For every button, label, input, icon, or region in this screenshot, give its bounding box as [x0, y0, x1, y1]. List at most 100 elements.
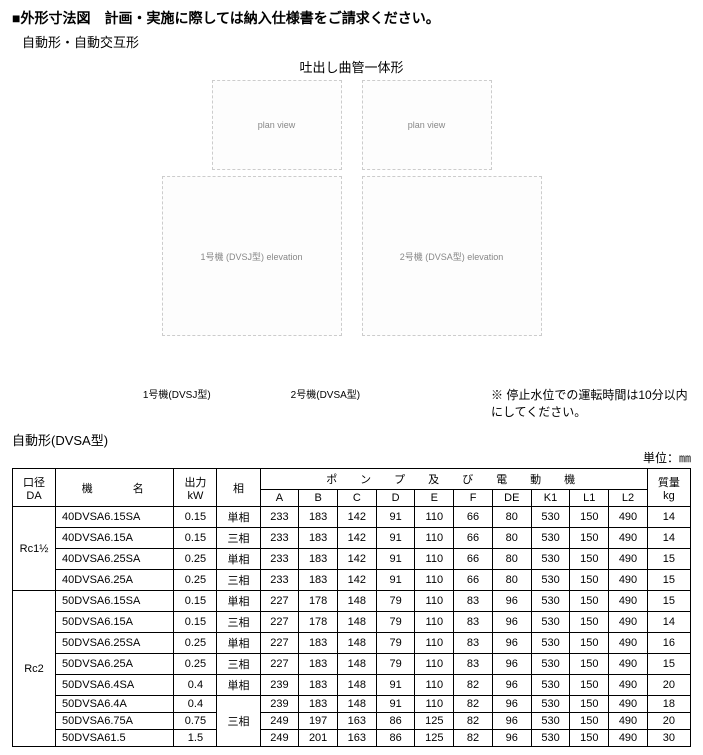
cell-dim-B: 201: [299, 730, 338, 747]
cell-dim-C: 163: [337, 730, 376, 747]
cell-dim-C: 142: [337, 528, 376, 549]
page-subtitle: 自動形・自動交互形: [22, 32, 691, 51]
th-group: ポ ン プ 及 び 電 動 機: [260, 469, 647, 490]
th-da: 口径 DA: [13, 469, 56, 507]
cell-dim-DE: 96: [492, 633, 531, 654]
cell-dim-D: 86: [376, 713, 415, 730]
cell-dim-DE: 96: [492, 696, 531, 713]
cell-dim-F: 82: [454, 675, 493, 696]
cell-dim-F: 83: [454, 654, 493, 675]
cell-dim-E: 110: [415, 591, 454, 612]
cell-dim-F: 83: [454, 633, 493, 654]
cell-dim-K1: 530: [531, 696, 570, 713]
cell-phase: 三相: [217, 570, 260, 591]
cell-dim-E: 125: [415, 730, 454, 747]
cell-dim-E: 110: [415, 528, 454, 549]
cell-dim-B: 183: [299, 549, 338, 570]
cell-dim-L2: 490: [609, 654, 648, 675]
cell-dim-C: 148: [337, 696, 376, 713]
cell-dim-A: 233: [260, 570, 299, 591]
table-row: 50DVSA6.15A0.15三相22717814879110839653015…: [13, 612, 691, 633]
cell-dim-L2: 490: [609, 612, 648, 633]
table-model-heading: 自動形(DVSA型): [12, 430, 691, 449]
th-dim-F: F: [454, 490, 493, 507]
cell-dim-K1: 530: [531, 730, 570, 747]
cell-dim-DE: 80: [492, 528, 531, 549]
cell-phase: 単相: [217, 507, 260, 528]
cell-dim-L2: 490: [609, 570, 648, 591]
cell-dim-L2: 490: [609, 528, 648, 549]
cell-dim-L2: 490: [609, 549, 648, 570]
table-row: 50DVSA6.75A0.752491971638612582965301504…: [13, 713, 691, 730]
cell-dim-B: 183: [299, 507, 338, 528]
cell-dim-DE: 80: [492, 549, 531, 570]
cell-da: Rc2: [13, 591, 56, 747]
cell-dim-A: 249: [260, 730, 299, 747]
th-dim-A: A: [260, 490, 299, 507]
cell-dim-C: 148: [337, 675, 376, 696]
cell-kg: 20: [647, 675, 690, 696]
cell-kg: 20: [647, 713, 690, 730]
cell-dim-B: 183: [299, 570, 338, 591]
cell-dim-C: 148: [337, 654, 376, 675]
cell-dim-D: 79: [376, 654, 415, 675]
cell-dim-F: 83: [454, 612, 493, 633]
cell-dim-F: 82: [454, 713, 493, 730]
th-kg: 質量 kg: [647, 469, 690, 507]
cell-dim-B: 183: [299, 633, 338, 654]
cell-dim-B: 197: [299, 713, 338, 730]
diagram-elevation-left: 1号機 (DVSJ型) elevation: [162, 176, 342, 336]
cell-dim-C: 142: [337, 549, 376, 570]
cell-dim-E: 110: [415, 612, 454, 633]
cell-da: Rc1½: [13, 507, 56, 591]
cell-kw: 0.25: [174, 654, 217, 675]
cell-dim-F: 66: [454, 528, 493, 549]
diagram-plan-left: plan view: [212, 80, 342, 170]
th-dim-L1: L1: [570, 490, 609, 507]
cell-dim-K1: 530: [531, 570, 570, 591]
cell-kg: 16: [647, 633, 690, 654]
cell-dim-B: 178: [299, 591, 338, 612]
th-dim-K1: K1: [531, 490, 570, 507]
diagram-elevation-right: 2号機 (DVSA型) elevation: [362, 176, 542, 336]
cell-kg: 14: [647, 612, 690, 633]
cell-kw: 0.15: [174, 591, 217, 612]
cell-dim-L2: 490: [609, 696, 648, 713]
cell-dim-DE: 96: [492, 675, 531, 696]
table-row: 50DVSA6.4SA0.4単相239183148911108296530150…: [13, 675, 691, 696]
cell-model-name: 50DVSA61.5: [56, 730, 174, 747]
cell-dim-DE: 80: [492, 507, 531, 528]
cell-kg: 18: [647, 696, 690, 713]
cell-dim-K1: 530: [531, 612, 570, 633]
cell-dim-F: 66: [454, 549, 493, 570]
cell-dim-K1: 530: [531, 713, 570, 730]
cell-dim-K1: 530: [531, 633, 570, 654]
cell-dim-A: 233: [260, 549, 299, 570]
cell-dim-K1: 530: [531, 528, 570, 549]
cell-dim-D: 86: [376, 730, 415, 747]
cell-model-name: 50DVSA6.15SA: [56, 591, 174, 612]
cell-dim-K1: 530: [531, 654, 570, 675]
cell-dim-D: 91: [376, 528, 415, 549]
cell-dim-L2: 490: [609, 633, 648, 654]
cell-model-name: 50DVSA6.4A: [56, 696, 174, 713]
cell-kw: 0.25: [174, 549, 217, 570]
cell-kw: 0.25: [174, 633, 217, 654]
cell-dim-B: 183: [299, 696, 338, 713]
cell-dim-F: 66: [454, 507, 493, 528]
cell-model-name: 40DVSA6.25A: [56, 570, 174, 591]
cell-dim-L1: 150: [570, 633, 609, 654]
cell-dim-C: 142: [337, 507, 376, 528]
table-body: Rc1½40DVSA6.15SA0.15単相233183142911106680…: [13, 507, 691, 747]
cell-dim-L1: 150: [570, 507, 609, 528]
cell-dim-L2: 490: [609, 730, 648, 747]
cell-kw: 0.75: [174, 713, 217, 730]
cell-dim-L1: 150: [570, 654, 609, 675]
cell-dim-A: 239: [260, 675, 299, 696]
table-row: 50DVSA61.51.5249201163861258296530150490…: [13, 730, 691, 747]
cell-dim-E: 110: [415, 633, 454, 654]
th-dim-C: C: [337, 490, 376, 507]
cell-kg: 30: [647, 730, 690, 747]
table-row: 50DVSA6.25A0.25三相22718314879110839653015…: [13, 654, 691, 675]
cell-kg: 14: [647, 528, 690, 549]
